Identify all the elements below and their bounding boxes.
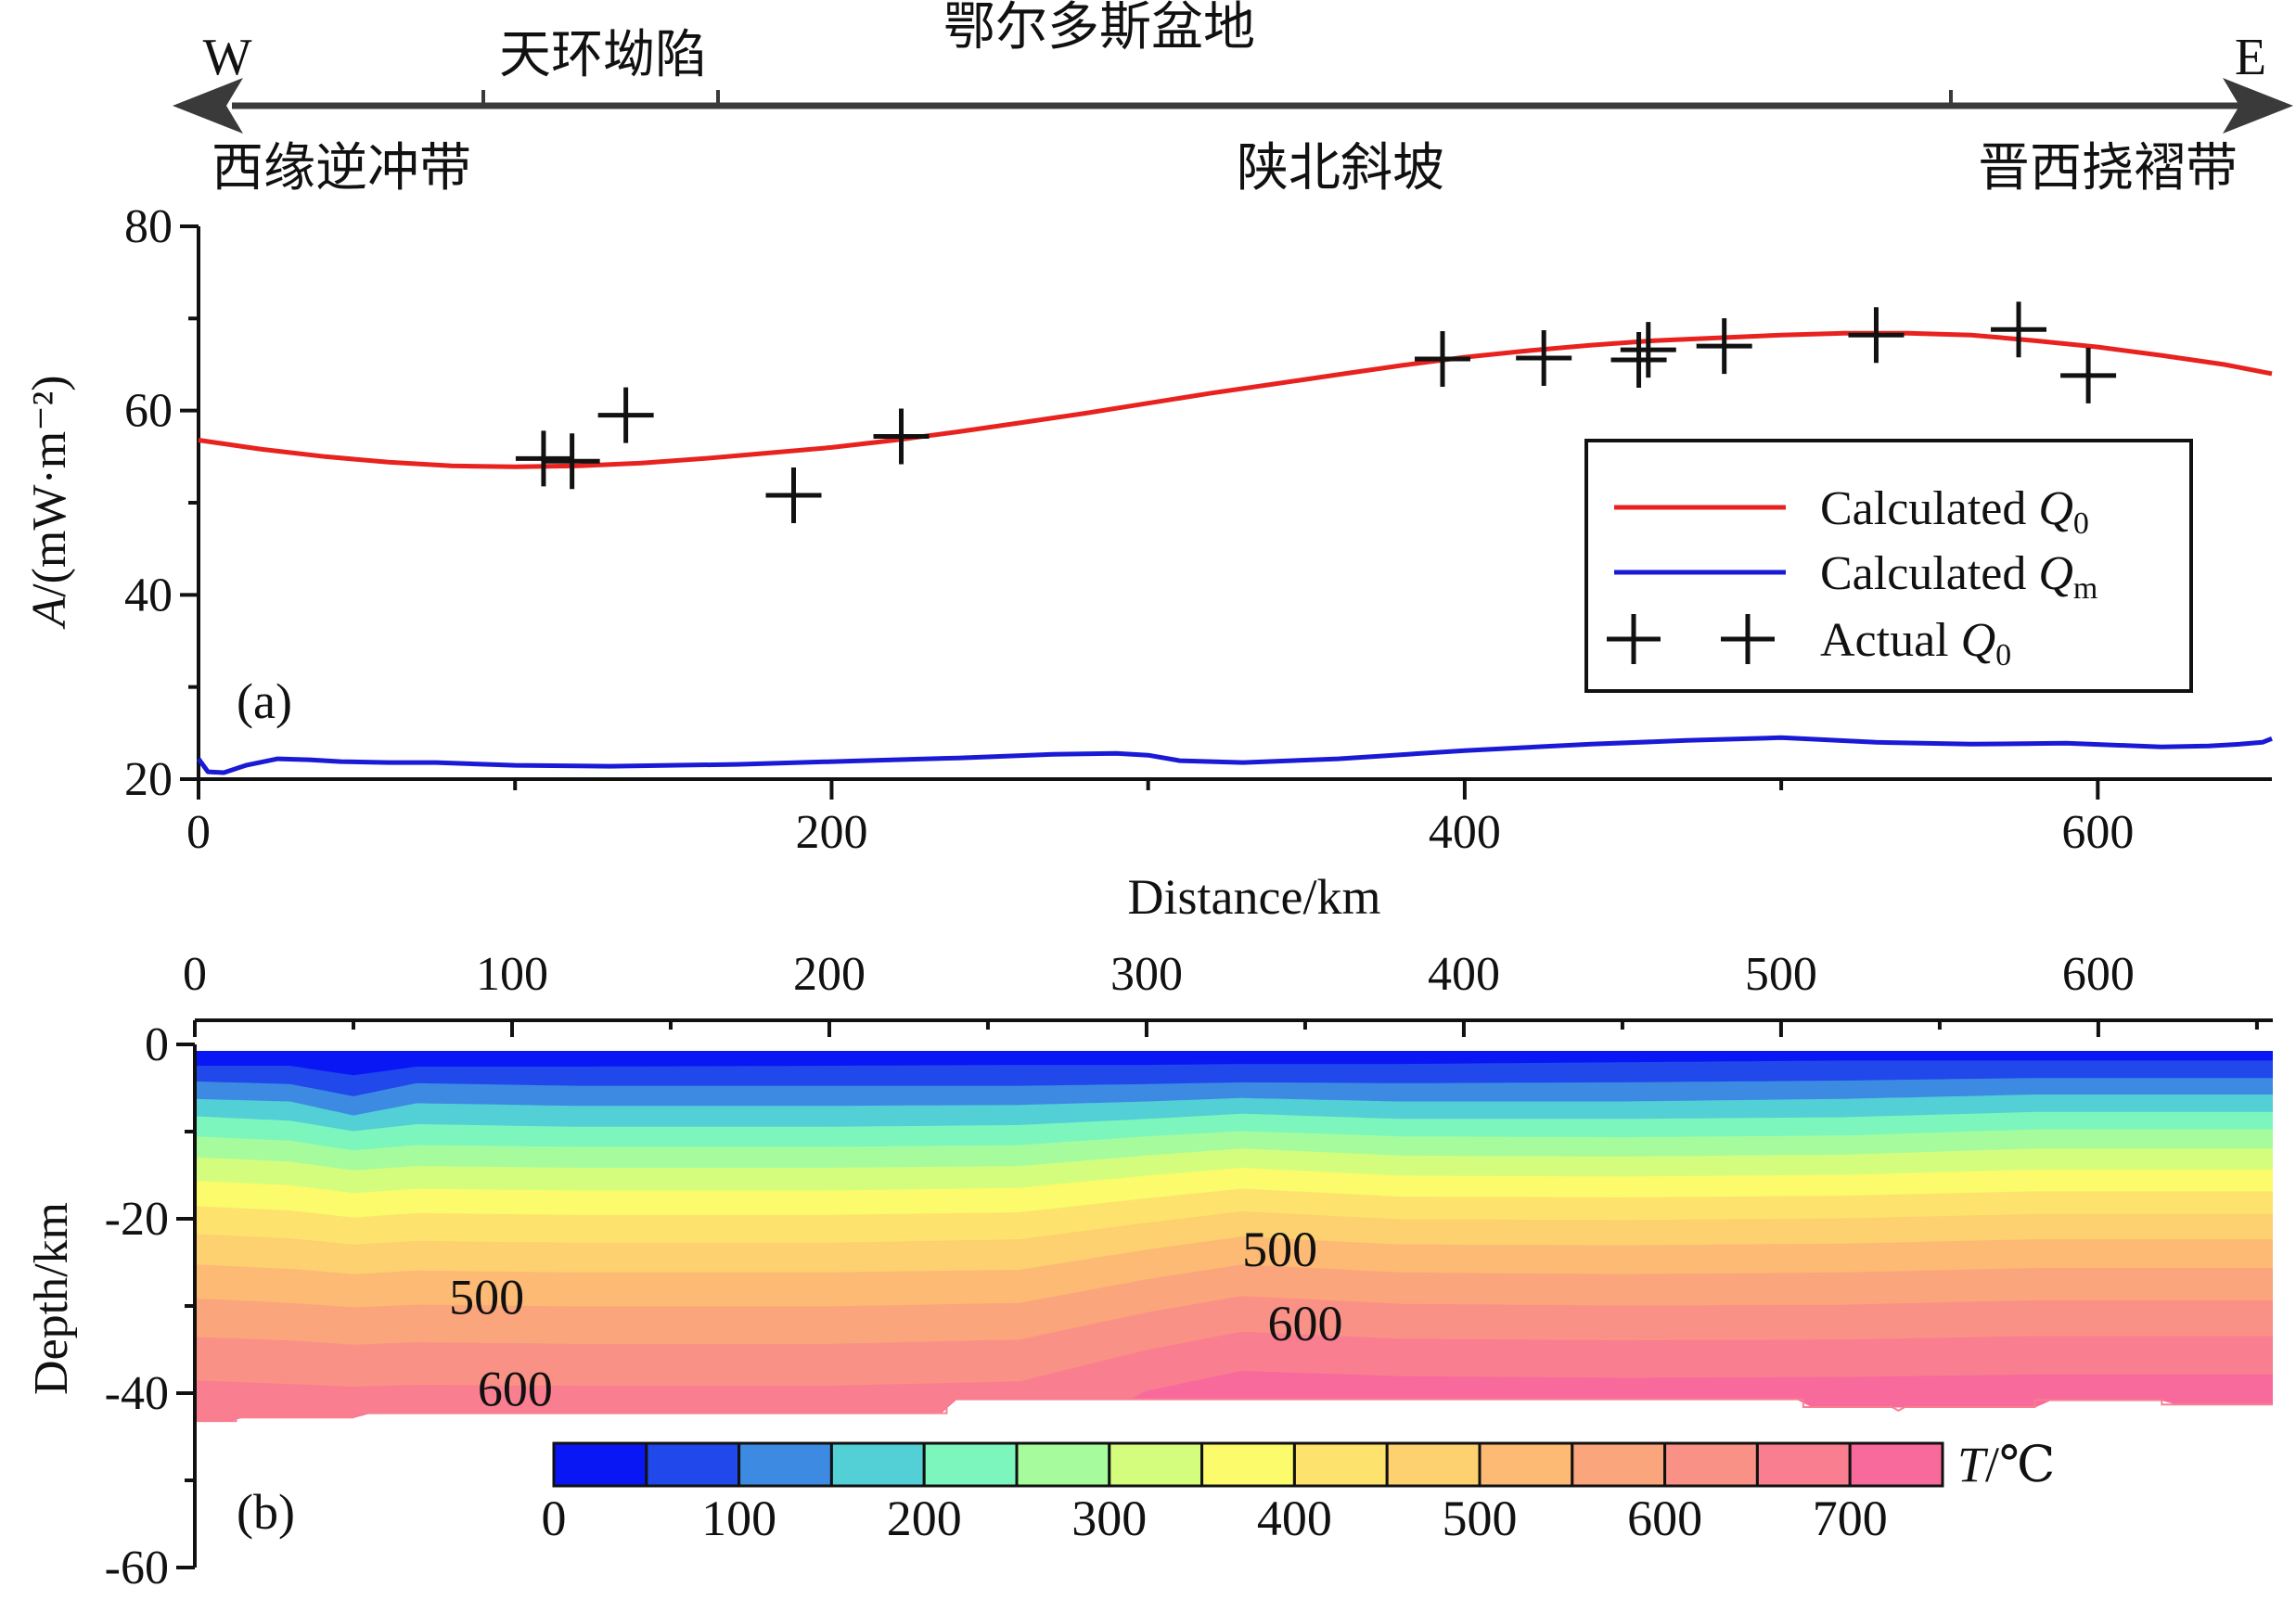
profile-header: W E 鄂尔多斯盆地 天环坳陷 西缘逆冲带 陕北斜坡 晋西挠褶带 xyxy=(173,0,2293,198)
panel-b-y-tick-label: -20 xyxy=(105,1193,169,1246)
temperature-section-panel: 0 100 200 300 400 500 600 0 -20 -40 -60 500 600 500 6… xyxy=(25,948,2273,1594)
colorbar-tick-label: 700 xyxy=(1813,1491,1888,1546)
colorbar-swatch xyxy=(645,1441,741,1488)
legend-entry-q0: Calculated Q0 xyxy=(1820,482,2089,541)
colorbar-swatch xyxy=(1015,1441,1111,1488)
panel-b-x-tick-label: 200 xyxy=(793,948,866,1001)
panel-b-y-tick-label: -40 xyxy=(105,1367,169,1420)
colorbar-swatch xyxy=(1848,1441,1944,1488)
panel-b-x-tick-label: 300 xyxy=(1110,948,1183,1001)
actual-q0-marker xyxy=(515,430,571,487)
panel-b-label: (b) xyxy=(237,1484,295,1540)
contour-labels: 500 600 500 600 xyxy=(449,1222,1342,1416)
east-label: E xyxy=(2235,29,2266,86)
legend-entry-qm: Calculated Qm xyxy=(1820,547,2097,606)
colorbar-swatch xyxy=(1663,1441,1759,1488)
basin-label: 鄂尔多斯盆地 xyxy=(943,0,1255,58)
contour-label: 500 xyxy=(449,1270,524,1325)
colorbar-swatch xyxy=(738,1441,833,1488)
legend-marker-actual xyxy=(1607,614,1775,664)
legend-entry-actual: Actual Q0 xyxy=(1820,614,2011,672)
panel-a-ylabel: A/(mW·m⁻²) xyxy=(23,375,76,629)
colorbar-swatch xyxy=(829,1441,926,1488)
panel-a-x-tick-label: 600 xyxy=(2061,806,2134,859)
temperature-field xyxy=(195,1051,2273,1423)
colorbar-tick-label: 200 xyxy=(887,1491,962,1546)
panel-b-x-tick-label: 100 xyxy=(476,948,548,1001)
colorbar-tick-label: 300 xyxy=(1071,1491,1147,1546)
panel-b-axes: 0 100 200 300 400 500 600 0 -20 -40 -60 xyxy=(105,948,2273,1594)
panel-a-ylabel-var: A xyxy=(23,597,76,630)
actual-q0-marker xyxy=(1415,331,1470,388)
panel-a-label: (a) xyxy=(237,673,292,729)
panel-a-x-tick-label: 0 xyxy=(186,806,211,859)
actual-q0-marker xyxy=(765,467,822,524)
moho-boundary xyxy=(195,1398,2273,1423)
east-arrowhead xyxy=(2223,78,2293,134)
colorbar-tick-label: 400 xyxy=(1257,1491,1332,1546)
jinxi-fold-belt-label: 晋西挠褶带 xyxy=(1978,138,2238,198)
panel-b-x-tick-label: 600 xyxy=(2062,948,2135,1001)
panel-a-axes: 20 40 60 80 0 200 400 600 xyxy=(124,200,2272,859)
colorbar-tick-label: 500 xyxy=(1443,1491,1518,1546)
contour-label: 600 xyxy=(1267,1296,1342,1351)
colorbar-swatch xyxy=(552,1441,648,1488)
actual-q0-marker xyxy=(1848,307,1905,364)
colorbar-tick-label: 600 xyxy=(1627,1491,1702,1546)
actual-q0-marker xyxy=(1991,301,2047,358)
colorbar-swatch xyxy=(1571,1441,1667,1488)
heat-flow-panel: 20 40 60 80 0 200 400 600 (a) Distance/km A/(mW… xyxy=(23,200,2273,925)
colorbar-tick-label: 0 xyxy=(542,1491,567,1546)
panel-a-xlabel: Distance/km xyxy=(1128,869,1381,925)
panel-b-ylabel: Depth/km xyxy=(25,1202,78,1395)
colorbar-swatch xyxy=(1200,1441,1296,1488)
panel-b-y-tick-label: 0 xyxy=(145,1018,169,1071)
panel-a-x-tick-label: 400 xyxy=(1429,806,1501,859)
actual-q0-marker xyxy=(1620,322,1676,378)
colorbar-tick-label: 100 xyxy=(701,1491,776,1546)
colorbar-swatch xyxy=(1385,1441,1481,1488)
actual-q0-marker xyxy=(544,433,600,490)
panel-a-y-tick-label: 20 xyxy=(124,753,173,806)
calculated-q0-line xyxy=(198,330,2273,469)
west-arrowhead xyxy=(173,78,243,134)
colorbar-swatch xyxy=(922,1441,1019,1488)
colorbar-swatch xyxy=(1755,1441,1852,1488)
shaanbei-slope-label: 陕北斜坡 xyxy=(1237,138,1444,198)
panel-b-x-tick-label: 0 xyxy=(183,948,207,1001)
actual-q0-marker xyxy=(1516,330,1572,387)
contour-label: 500 xyxy=(1242,1222,1317,1277)
panel-a-y-tick-label: 80 xyxy=(124,200,173,253)
panel-a-x-tick-label: 200 xyxy=(795,806,867,859)
actual-q0-marker xyxy=(873,408,930,465)
tianhuan-depression-label: 天环坳陷 xyxy=(499,25,707,85)
west-label: W xyxy=(203,29,252,86)
panel-b-y-tick-label: -60 xyxy=(105,1542,169,1594)
colorbar-swatch xyxy=(1292,1441,1389,1488)
panel-a-y-tick-label: 60 xyxy=(124,385,173,438)
legend-box xyxy=(1584,439,2193,693)
actual-q0-marker xyxy=(2060,347,2117,403)
legend: Calculated Q0 Calculated Qm Actual Q0 xyxy=(1584,439,2193,693)
colorbar-swatch xyxy=(1478,1441,1574,1488)
actual-q0-marker xyxy=(597,387,654,443)
colorbar-swatch xyxy=(1108,1441,1204,1488)
panel-a-y-tick-label: 40 xyxy=(124,569,173,621)
panel-a-ylabel-unit: /(mW·m⁻²) xyxy=(23,375,76,596)
panel-b-x-tick-label: 500 xyxy=(1745,948,1817,1001)
panel-b-x-tick-label: 400 xyxy=(1428,948,1500,1001)
colorbar-title: T/℃ xyxy=(1957,1437,2055,1492)
contour-label: 600 xyxy=(478,1361,553,1416)
colorbar: 0 100 200 300 400 500 600 700 xyxy=(542,1441,1944,1546)
actual-q0-marker xyxy=(1610,332,1667,389)
west-thrust-belt-label: 西缘逆冲带 xyxy=(212,138,471,198)
panel-a-series xyxy=(196,301,2273,775)
actual-q0-marker xyxy=(1696,318,1752,375)
calculated-qm-line xyxy=(196,735,2273,775)
